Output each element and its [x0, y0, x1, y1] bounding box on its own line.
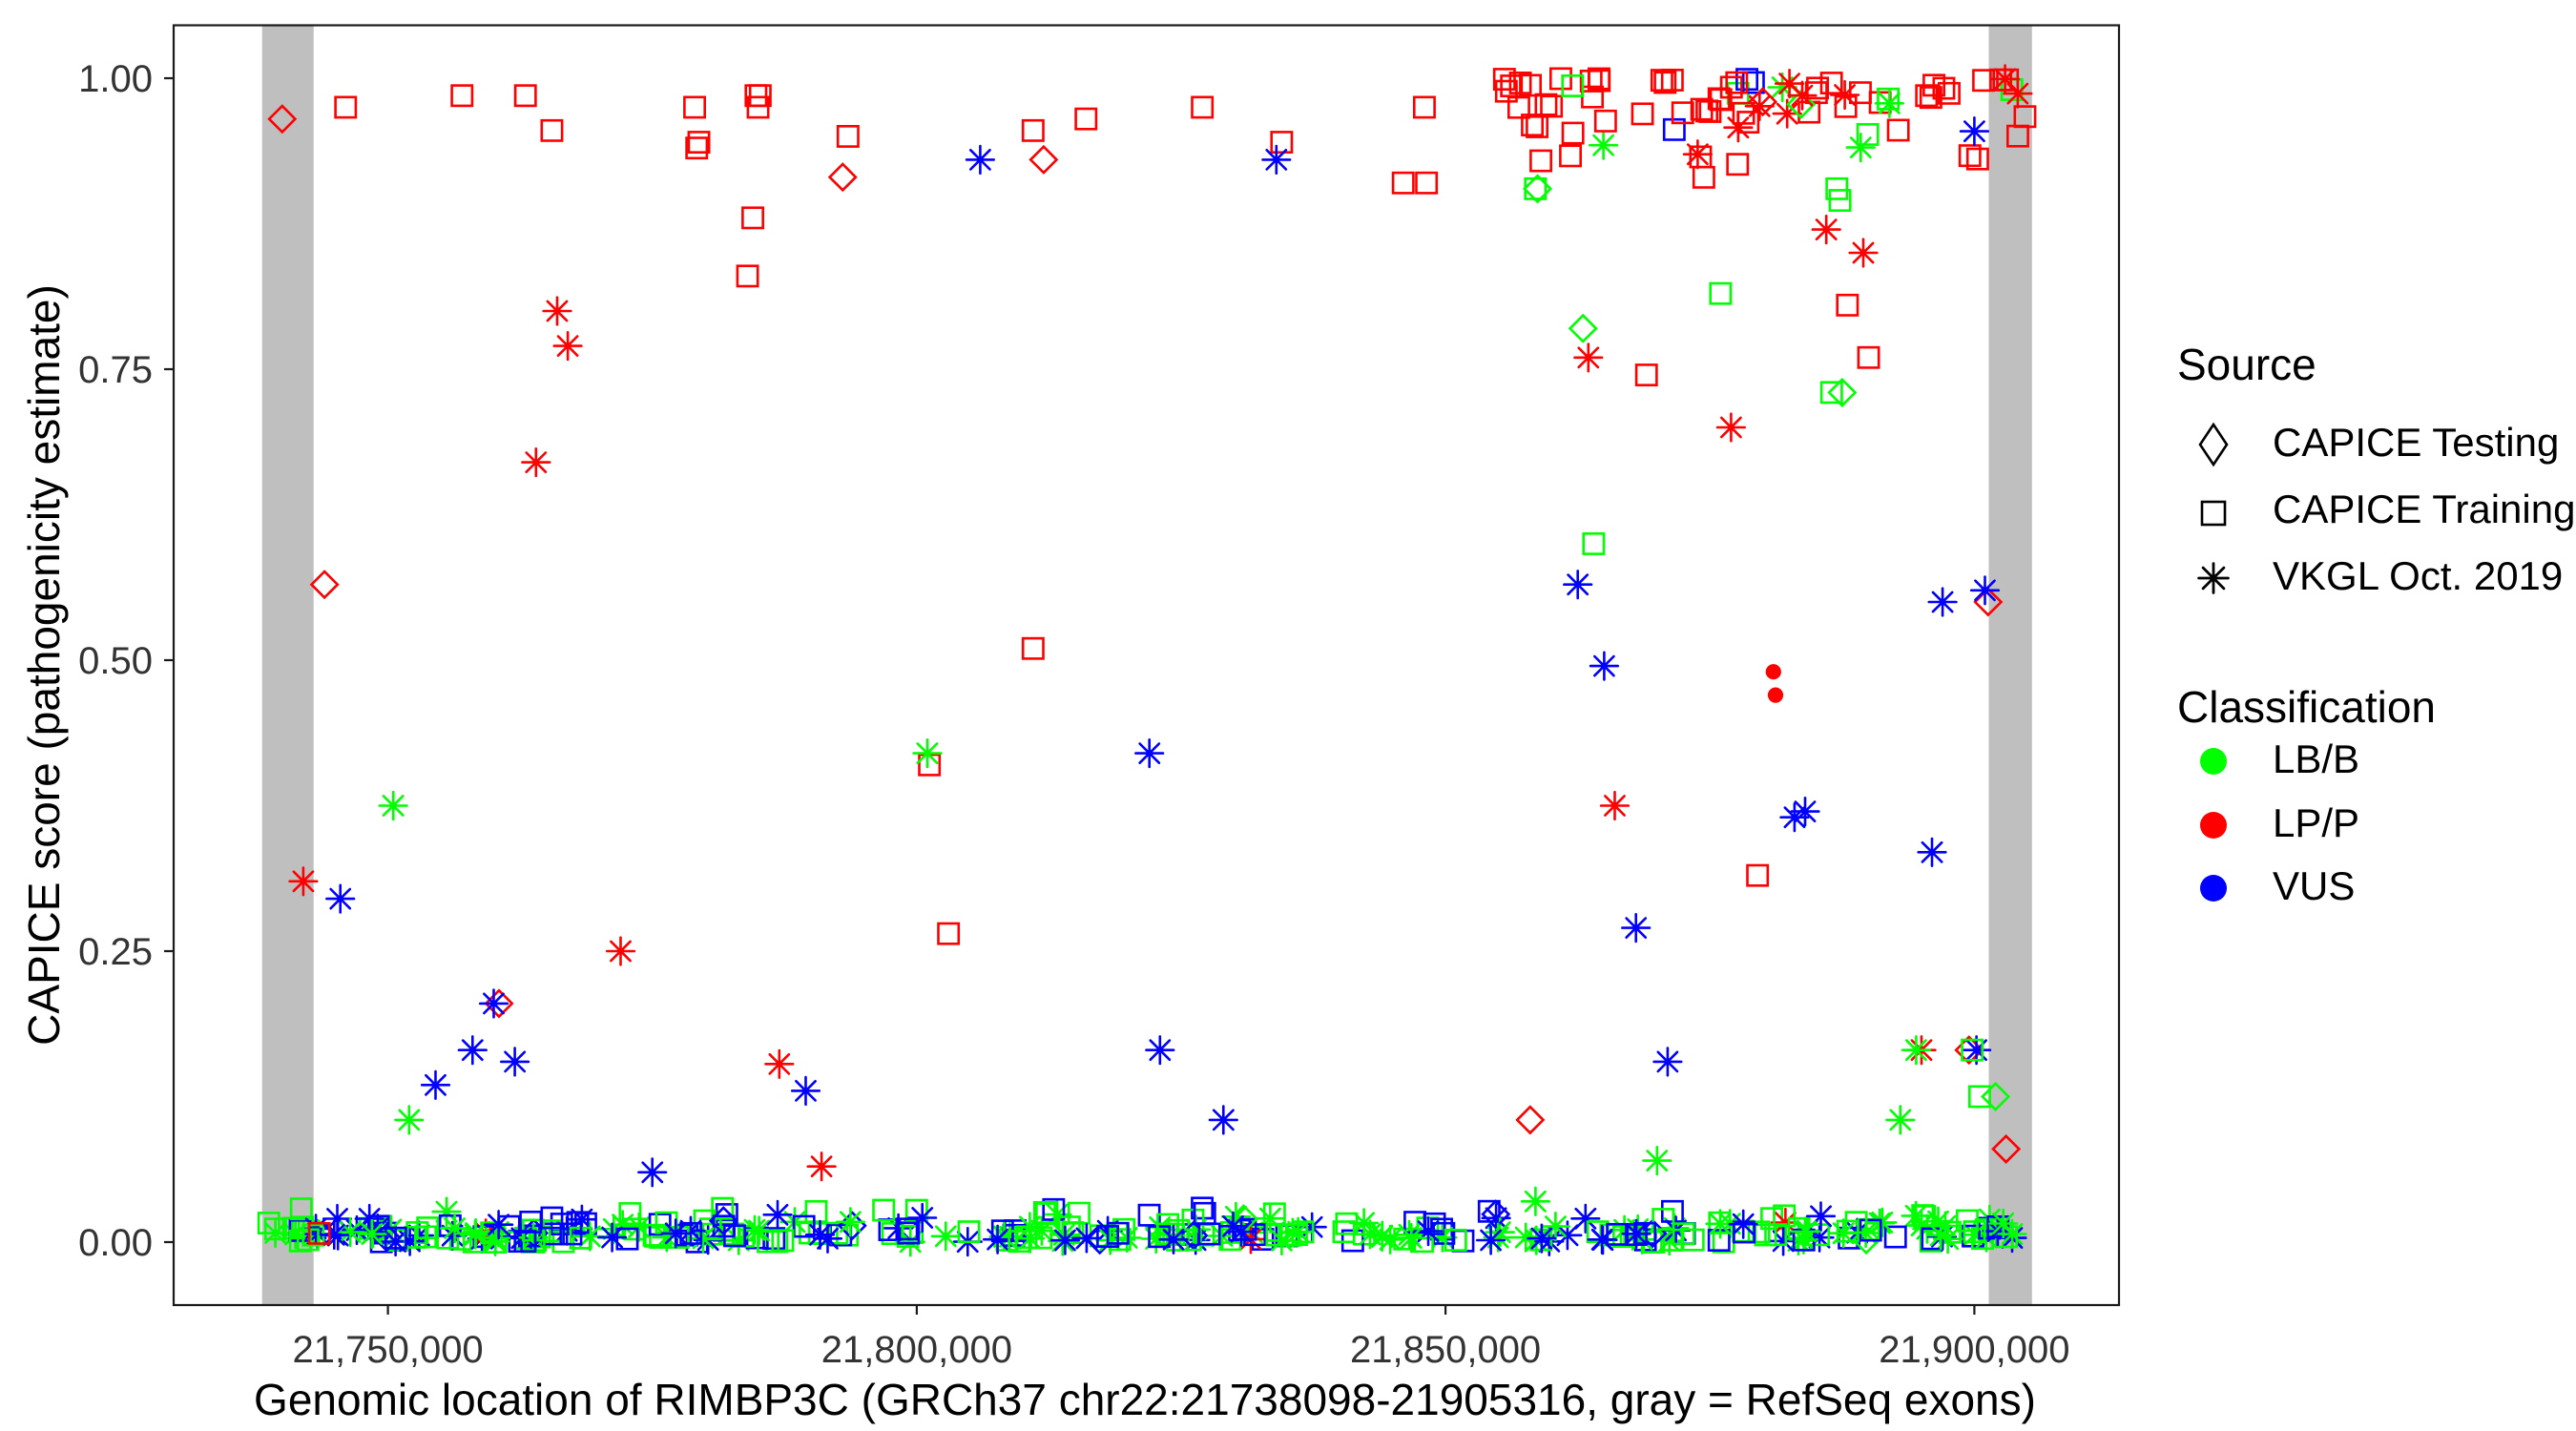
svg-text:VKGL Oct. 2019: VKGL Oct. 2019 — [2273, 553, 2563, 598]
svg-text:Genomic location of RIMBP3C (G: Genomic location of RIMBP3C (GRCh37 chr2… — [254, 1375, 2036, 1424]
svg-text:LP/P: LP/P — [2273, 800, 2359, 845]
svg-text:21,900,000: 21,900,000 — [1879, 1329, 2069, 1371]
svg-text:21,800,000: 21,800,000 — [821, 1329, 1012, 1371]
svg-text:LB/B: LB/B — [2273, 736, 2359, 781]
svg-text:21,850,000: 21,850,000 — [1350, 1329, 1541, 1371]
svg-text:0.00: 0.00 — [78, 1222, 153, 1264]
svg-text:CAPICE Training: CAPICE Training — [2273, 487, 2575, 531]
svg-text:Source: Source — [2177, 340, 2316, 389]
svg-text:0.75: 0.75 — [78, 349, 153, 391]
svg-text:CAPICE Testing: CAPICE Testing — [2273, 420, 2559, 465]
svg-text:CAPICE score (pathogenicity es: CAPICE score (pathogenicity estimate) — [19, 284, 69, 1046]
svg-text:0.25: 0.25 — [78, 931, 153, 973]
svg-text:0.50: 0.50 — [78, 640, 153, 682]
svg-text:21,750,000: 21,750,000 — [292, 1329, 483, 1371]
svg-text:Classification: Classification — [2177, 682, 2436, 732]
svg-text:1.00: 1.00 — [78, 58, 153, 100]
svg-text:VUS: VUS — [2273, 863, 2355, 908]
